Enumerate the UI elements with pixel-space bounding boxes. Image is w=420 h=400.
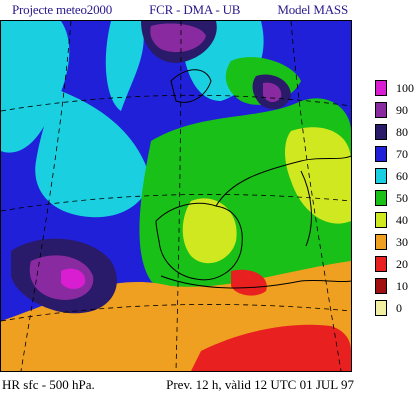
legend-swatch <box>375 146 387 162</box>
graticule-lines <box>1 21 351 371</box>
field-zone <box>231 269 267 296</box>
map-footer: HR sfc - 500 hPa. Prev. 12 h, vàlid 12 U… <box>2 374 354 396</box>
legend-item: 60 <box>375 168 420 184</box>
legend-item: 50 <box>375 190 420 206</box>
legend-item: 20 <box>375 256 420 272</box>
legend-swatch <box>375 234 387 250</box>
legend-swatch <box>375 278 387 294</box>
field-zone <box>1 21 70 153</box>
field-zone <box>182 198 237 264</box>
coastlines <box>155 69 351 289</box>
legend-item: 30 <box>375 234 420 250</box>
field-zone <box>150 23 206 53</box>
project-name: Projecte meteo2000 <box>12 2 113 17</box>
legend-swatch <box>375 168 387 184</box>
legend-item: 40 <box>375 212 420 228</box>
legend-item: 90 <box>375 102 420 118</box>
legend-label: 50 <box>396 191 408 205</box>
legend-swatch <box>375 102 387 118</box>
field-zone <box>61 268 86 289</box>
legend-swatch <box>375 212 387 228</box>
field-zone <box>35 91 151 218</box>
legend-item: 0 <box>375 300 420 316</box>
map-header: Projecte meteo2000 FCR - DMA - UB Model … <box>0 0 360 20</box>
humidity-field-image <box>1 21 351 371</box>
legend-swatch <box>375 256 387 272</box>
legend-label: 80 <box>396 125 408 139</box>
forecast-label: Prev. 12 h, vàlid 12 UTC 01 JUL 97 <box>166 377 354 392</box>
colorbar-legend: 100 90 80 70 60 50 40 30 20 10 0 <box>375 80 420 330</box>
field-zone <box>263 82 282 103</box>
legend-label: 40 <box>396 213 408 227</box>
legend-label: 20 <box>396 257 408 271</box>
legend-item: 70 <box>375 146 420 162</box>
legend-item: 100 <box>375 80 420 96</box>
field-zone <box>191 324 351 371</box>
legend-swatch <box>375 300 387 316</box>
legend-label: 0 <box>396 301 402 315</box>
humidity-map <box>0 20 352 372</box>
legend-label: 30 <box>396 235 408 249</box>
legend-label: 10 <box>396 279 408 293</box>
legend-item: 10 <box>375 278 420 294</box>
model-name: Model MASS <box>277 2 348 17</box>
legend-swatch <box>375 80 387 96</box>
legend-swatch <box>375 190 387 206</box>
legend-label: 100 <box>396 81 414 95</box>
legend-item: 80 <box>375 124 420 140</box>
institution-name: FCR - DMA - UB <box>149 2 241 17</box>
legend-label: 70 <box>396 147 408 161</box>
legend-swatch <box>375 124 387 140</box>
field-zone <box>105 21 144 111</box>
field-label: HR sfc - 500 hPa. <box>2 377 95 392</box>
legend-label: 90 <box>396 103 408 117</box>
legend-label: 60 <box>396 169 408 183</box>
